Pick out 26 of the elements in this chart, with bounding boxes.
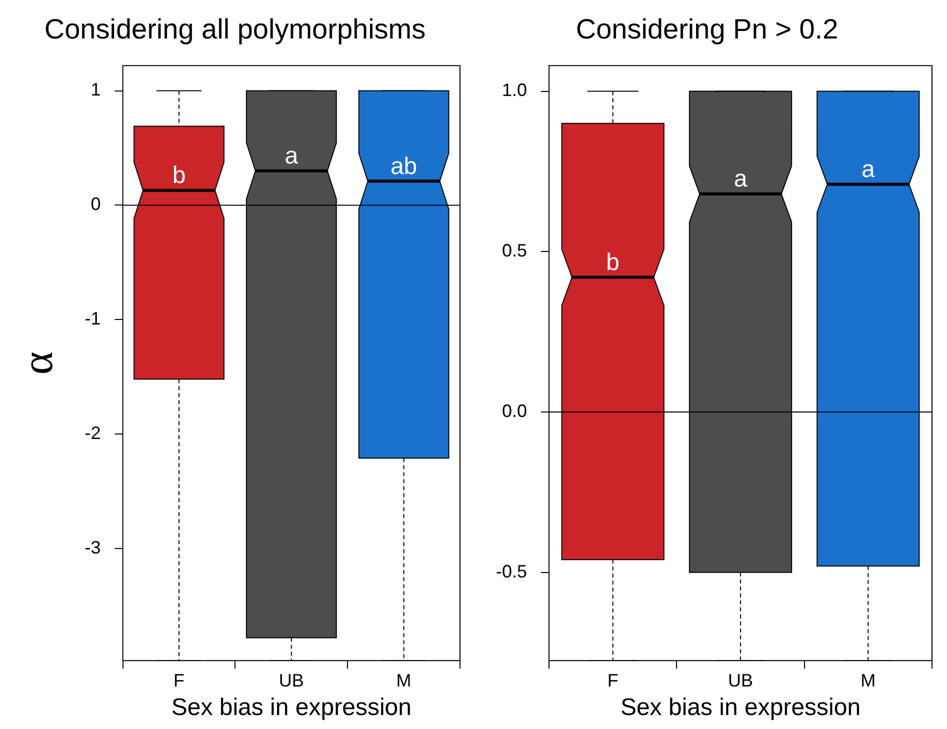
x-axis-title: Sex bias in expression — [620, 694, 861, 722]
y-axis-title: α — [12, 352, 62, 375]
annotation: a — [861, 156, 876, 183]
y-tick-label: -0.5 — [496, 561, 528, 582]
annotation: a — [284, 142, 299, 170]
annotation: a — [734, 166, 748, 193]
x-tick-label: UB — [278, 670, 304, 690]
chart-title: Considering all polymorphisms — [44, 14, 426, 45]
chart-title: Considering Pn > 0.2 — [576, 14, 838, 45]
x-tick-label: M — [396, 670, 412, 690]
y-tick-label: -3 — [84, 537, 101, 558]
y-tick-label: 0.5 — [502, 240, 528, 261]
x-tick-label: M — [860, 670, 876, 690]
y-tick-label: 1.0 — [502, 80, 528, 100]
annotation: b — [606, 248, 620, 276]
y-tick-label: 0.0 — [502, 400, 528, 421]
annotation: ab — [390, 152, 418, 180]
x-axis-title: Sex bias in expression — [171, 694, 412, 722]
x-tick-label: F — [607, 670, 618, 690]
y-tick-label: 0 — [90, 194, 101, 214]
y-tick-label: -1 — [84, 308, 101, 329]
y-tick-label: 1 — [90, 80, 101, 100]
x-tick-label: F — [174, 670, 185, 690]
x-tick-label: UB — [728, 670, 754, 690]
annotation: b — [172, 162, 186, 189]
y-tick-label: -2 — [84, 423, 101, 444]
